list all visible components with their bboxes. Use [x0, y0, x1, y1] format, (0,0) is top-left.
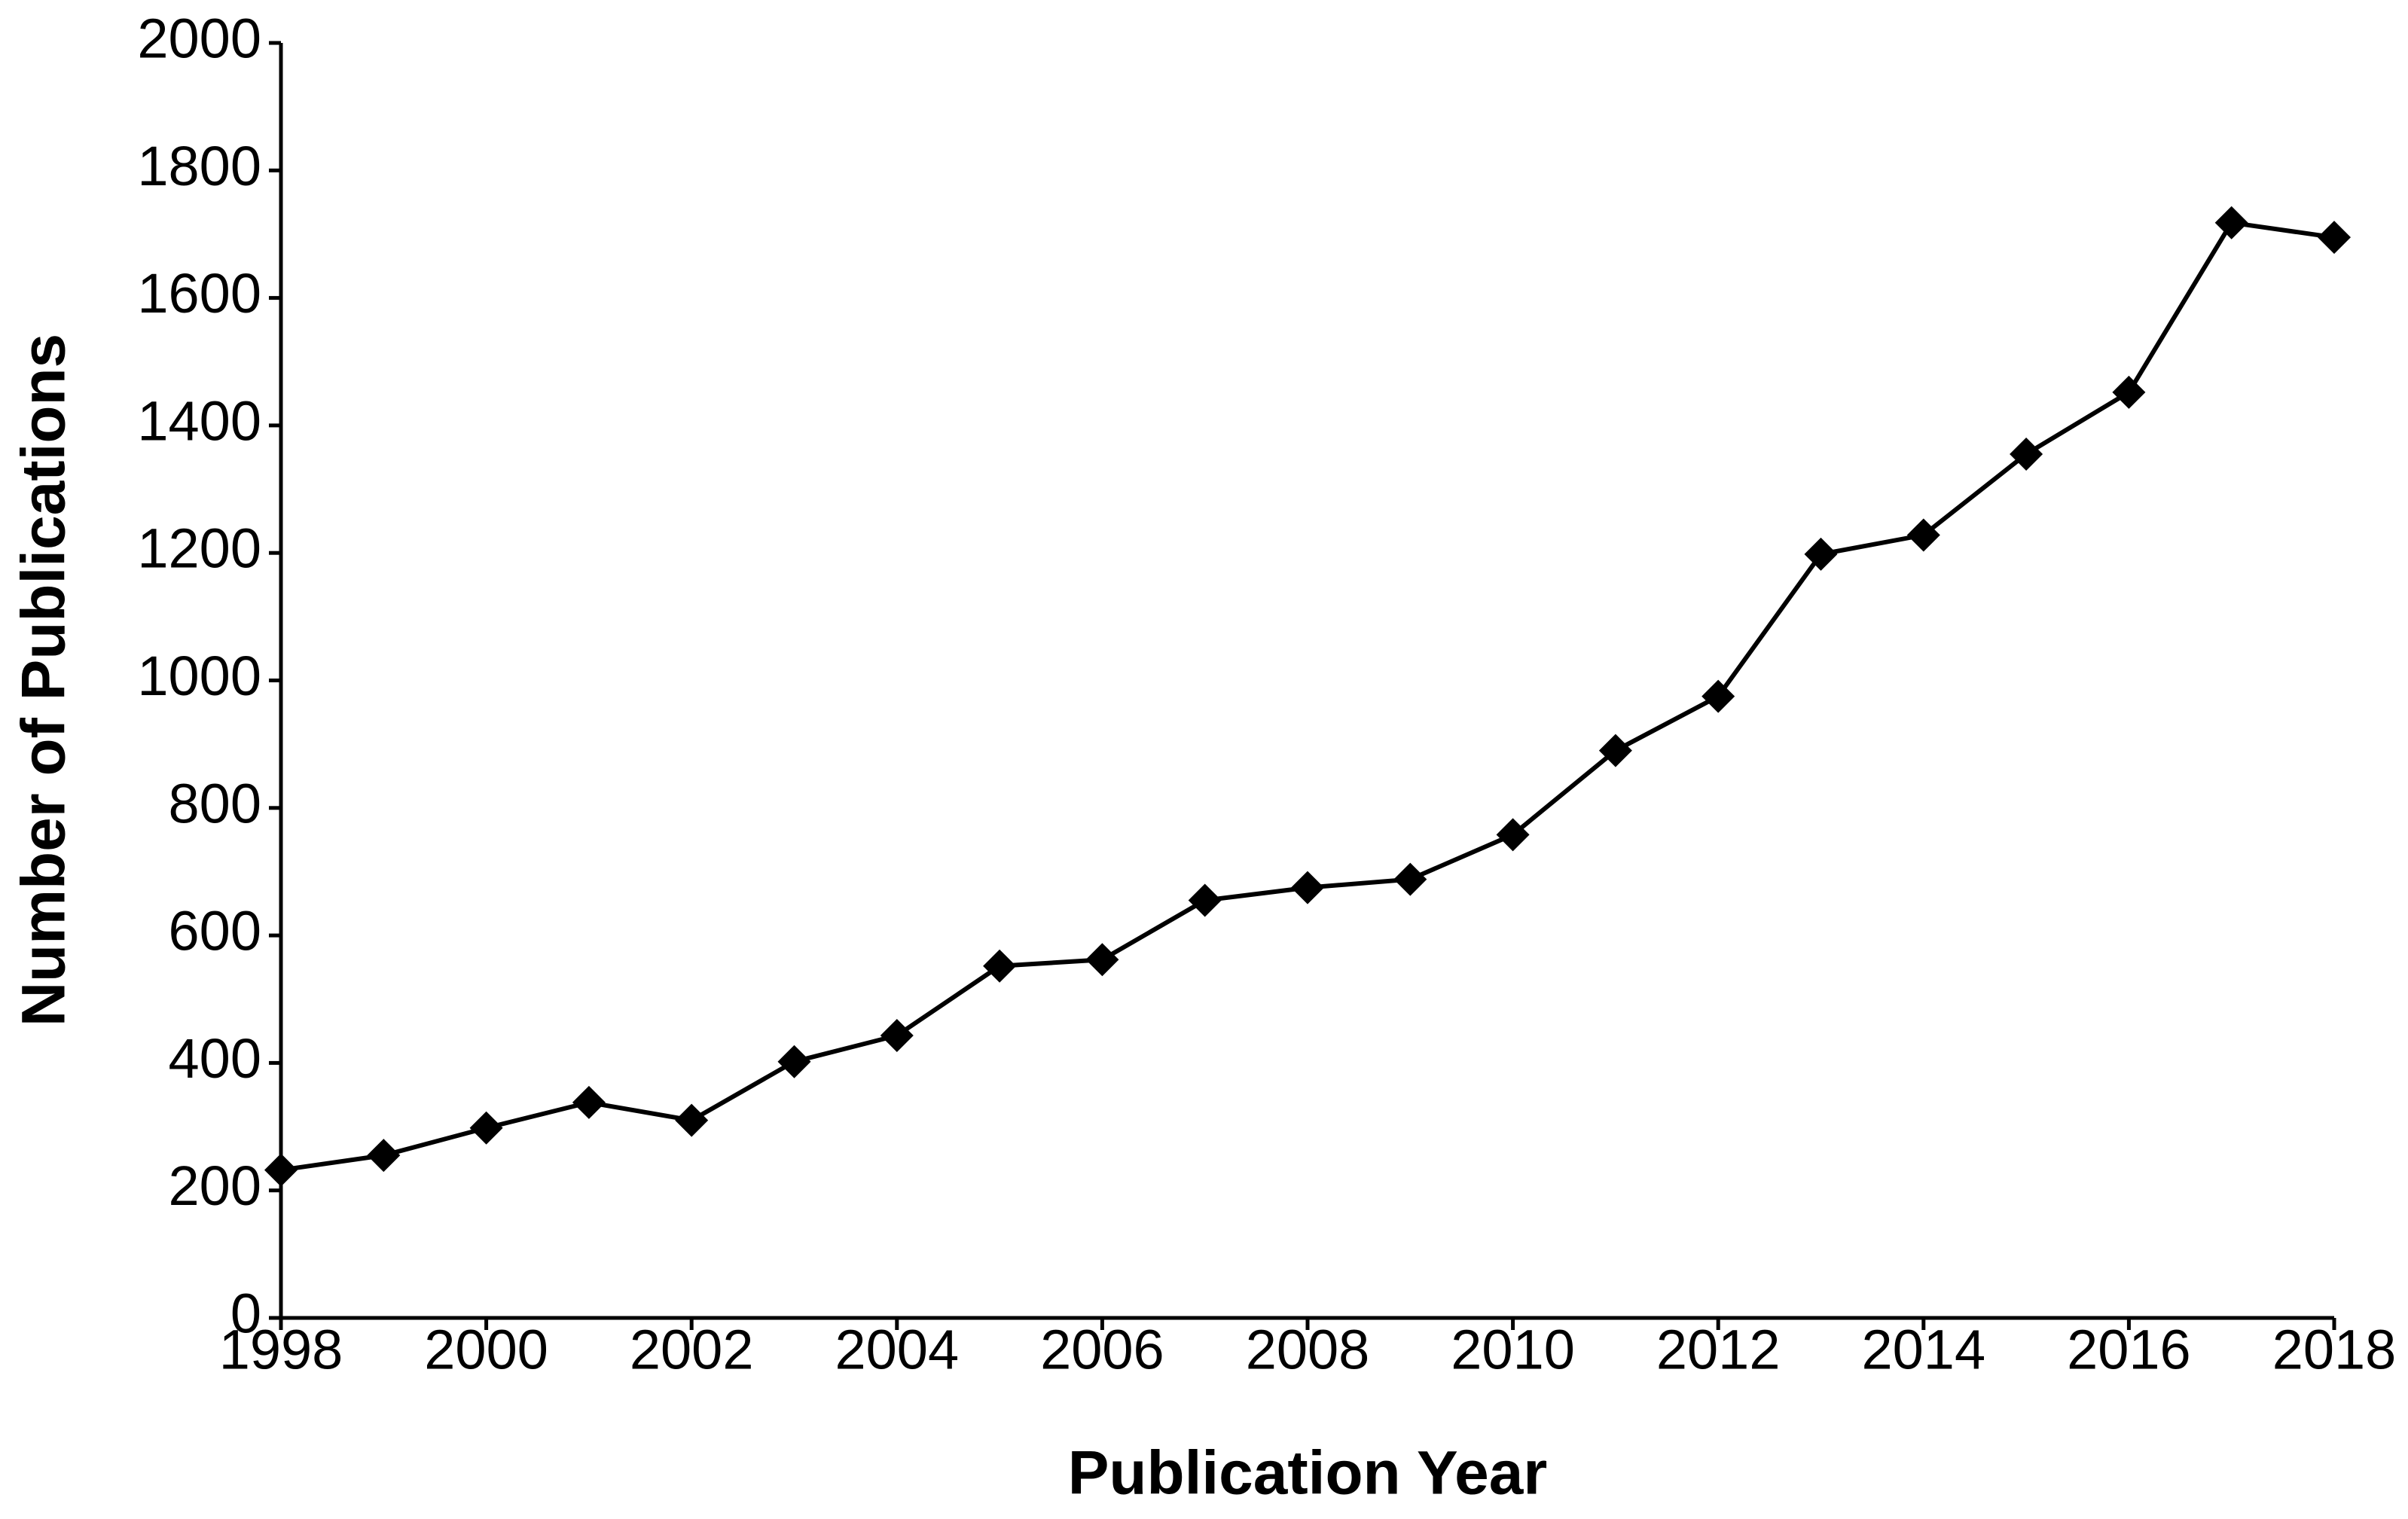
data-point [469, 1111, 503, 1145]
data-point [1701, 679, 1735, 713]
data-point [2112, 375, 2146, 409]
y-tick-label: 400 [169, 1027, 261, 1090]
data-point [880, 1019, 914, 1053]
x-tick-label: 2018 [2272, 1319, 2397, 1381]
data-point [264, 1153, 298, 1187]
data-line [280, 220, 2335, 1173]
y-tick-label: 1000 [137, 645, 261, 707]
y-tick-label: 200 [169, 1155, 261, 1217]
x-tick-label: 2006 [1040, 1319, 1164, 1381]
y-tick-label: 1400 [137, 389, 261, 452]
data-point [777, 1045, 811, 1078]
x-tick-label: 2010 [1451, 1319, 1575, 1381]
data-point [1188, 883, 1222, 917]
x-axis-title: Publication Year [1068, 1439, 1548, 1508]
data-point [1496, 818, 1530, 852]
data-point [1085, 943, 1119, 977]
y-tick-label: 0 [230, 1283, 261, 1345]
x-tick-label: 2014 [1861, 1319, 1985, 1381]
y-tick-label: 800 [169, 772, 261, 834]
data-point [1291, 871, 1324, 904]
data-point [2318, 221, 2351, 255]
x-tick-label: 1998 [219, 1319, 343, 1381]
data-point [2214, 206, 2248, 239]
x-tick-label: 2002 [630, 1319, 754, 1381]
x-tick-label: 2012 [1656, 1319, 1781, 1381]
data-point [675, 1103, 709, 1137]
x-tick-label: 2016 [2067, 1319, 2191, 1381]
data-point [1906, 518, 1940, 552]
y-tick-label: 600 [169, 900, 261, 962]
y-axis-title: Number of Publications [10, 334, 78, 1026]
data-point [1598, 734, 1632, 767]
data-point [1804, 537, 1838, 571]
y-tick-label: 1800 [137, 135, 261, 197]
y-tick-label: 1200 [137, 517, 261, 580]
data-point [1393, 862, 1427, 896]
data-point [983, 949, 1017, 983]
data-point [367, 1139, 401, 1173]
data-point [572, 1085, 606, 1119]
y-tick-label: 2000 [137, 8, 261, 70]
x-tick-label: 2008 [1246, 1319, 1370, 1381]
y-tick-label: 1600 [137, 262, 261, 325]
x-tick-label: 2004 [835, 1319, 959, 1381]
data-point [2010, 437, 2043, 471]
x-tick-label: 2000 [424, 1319, 548, 1381]
